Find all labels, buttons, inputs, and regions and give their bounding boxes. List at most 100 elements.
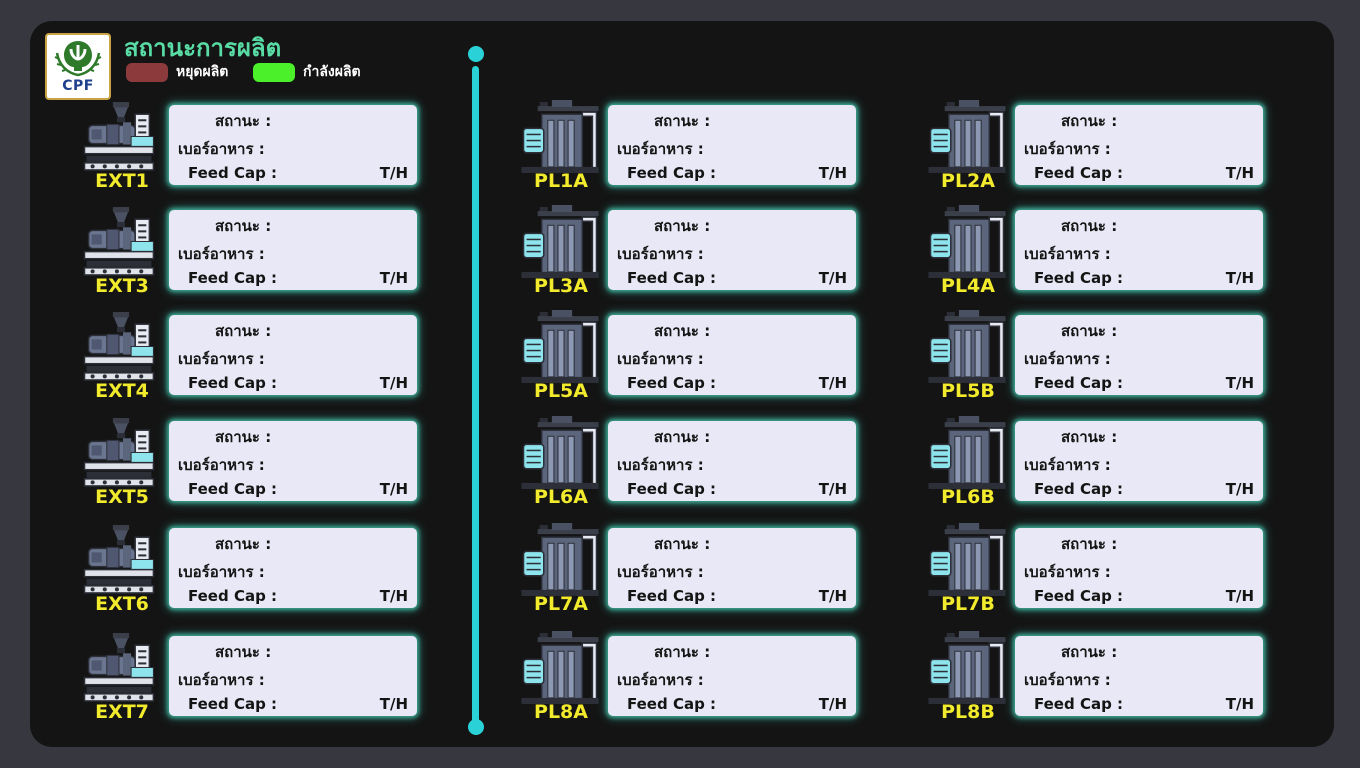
machine-pl1a[interactable]: PL1A สถานะ : เบอร์อาหาร : Feed Cap : T/H xyxy=(521,100,856,200)
pellet-mill-icon xyxy=(521,205,600,279)
feed-cap-unit: T/H xyxy=(1225,480,1254,498)
extruder-icon xyxy=(83,311,155,381)
status-label: สถานะ : xyxy=(654,217,711,235)
machine-status-card[interactable]: สถานะ : เบอร์อาหาร : Feed Cap : T/H xyxy=(608,210,856,290)
machine-ext3[interactable]: EXT3 สถานะ : เบอร์อาหาร : Feed Cap : T/H xyxy=(82,205,417,305)
machine-status-card[interactable]: สถานะ : เบอร์อาหาร : Feed Cap : T/H xyxy=(169,636,417,716)
status-label: สถานะ : xyxy=(1061,535,1118,553)
legend-stopped-label: หยุดผลิต xyxy=(176,64,229,80)
extruder-icon xyxy=(83,206,155,276)
machine-status-card[interactable]: สถานะ : เบอร์อาหาร : Feed Cap : T/H xyxy=(169,528,417,608)
feed-number-label: เบอร์อาหาร : xyxy=(617,671,704,689)
feed-number-label: เบอร์อาหาร : xyxy=(1024,245,1111,263)
logo-text: CPF xyxy=(62,78,94,94)
machine-status-card[interactable]: สถานะ : เบอร์อาหาร : Feed Cap : T/H xyxy=(169,210,417,290)
feed-number-label: เบอร์อาหาร : xyxy=(178,456,265,474)
pellet-mill-icon xyxy=(521,416,600,490)
feed-cap-unit: T/H xyxy=(818,480,847,498)
machine-pl8a[interactable]: PL8A สถานะ : เบอร์อาหาร : Feed Cap : T/H xyxy=(521,631,856,731)
machine-name: PL1A xyxy=(534,170,588,192)
machine-pl3a[interactable]: PL3A สถานะ : เบอร์อาหาร : Feed Cap : T/H xyxy=(521,205,856,305)
pellet-mill-icon xyxy=(521,310,600,384)
machine-status-card[interactable]: สถานะ : เบอร์อาหาร : Feed Cap : T/H xyxy=(169,105,417,185)
machine-ext1[interactable]: EXT1 สถานะ : เบอร์อาหาร : Feed Cap : T/H xyxy=(82,100,417,200)
machine-pl5b[interactable]: PL5B สถานะ : เบอร์อาหาร : Feed Cap : T/H xyxy=(928,310,1263,410)
machine-status-card[interactable]: สถานะ : เบอร์อาหาร : Feed Cap : T/H xyxy=(1015,636,1263,716)
extruder-icon xyxy=(83,524,155,594)
machine-name: PL5A xyxy=(534,380,588,402)
machine-ext4[interactable]: EXT4 สถานะ : เบอร์อาหาร : Feed Cap : T/H xyxy=(82,310,417,410)
feed-number-label: เบอร์อาหาร : xyxy=(178,563,265,581)
feed-number-label: เบอร์อาหาร : xyxy=(1024,671,1111,689)
machine-status-card[interactable]: สถานะ : เบอร์อาหาร : Feed Cap : T/H xyxy=(1015,315,1263,395)
machine-status-card[interactable]: สถานะ : เบอร์อาหาร : Feed Cap : T/H xyxy=(608,105,856,185)
machine-status-card[interactable]: สถานะ : เบอร์อาหาร : Feed Cap : T/H xyxy=(608,636,856,716)
machine-pl7b[interactable]: PL7B สถานะ : เบอร์อาหาร : Feed Cap : T/H xyxy=(928,523,1263,623)
machine-pl6b[interactable]: PL6B สถานะ : เบอร์อาหาร : Feed Cap : T/H xyxy=(928,416,1263,516)
machine-name: PL7B xyxy=(941,593,995,615)
machine-ext5[interactable]: EXT5 สถานะ : เบอร์อาหาร : Feed Cap : T/H xyxy=(82,416,417,516)
feed-number-label: เบอร์อาหาร : xyxy=(1024,140,1111,158)
divider-top-dot xyxy=(468,46,484,62)
machine-status-card[interactable]: สถานะ : เบอร์อาหาร : Feed Cap : T/H xyxy=(608,528,856,608)
machine-name: PL7A xyxy=(534,593,588,615)
legend-running-label: กำลังผลิต xyxy=(303,64,361,80)
machine-name: EXT3 xyxy=(95,275,149,297)
machine-name: EXT6 xyxy=(95,593,149,615)
machine-pl8b[interactable]: PL8B สถานะ : เบอร์อาหาร : Feed Cap : T/H xyxy=(928,631,1263,731)
machine-pl4a[interactable]: PL4A สถานะ : เบอร์อาหาร : Feed Cap : T/H xyxy=(928,205,1263,305)
feed-cap-label: Feed Cap : xyxy=(1034,164,1124,182)
status-label: สถานะ : xyxy=(1061,322,1118,340)
machine-name: PL8A xyxy=(534,701,588,723)
machine-ext6[interactable]: EXT6 สถานะ : เบอร์อาหาร : Feed Cap : T/H xyxy=(82,523,417,623)
extruder-icon xyxy=(83,417,155,487)
pellet-mill-icon xyxy=(928,100,1007,174)
machine-name: PL3A xyxy=(534,275,588,297)
feed-cap-label: Feed Cap : xyxy=(627,164,717,182)
machine-status-card[interactable]: สถานะ : เบอร์อาหาร : Feed Cap : T/H xyxy=(1015,105,1263,185)
machine-pl5a[interactable]: PL5A สถานะ : เบอร์อาหาร : Feed Cap : T/H xyxy=(521,310,856,410)
feed-cap-unit: T/H xyxy=(379,480,408,498)
machine-name: PL8B xyxy=(941,701,995,723)
feed-number-label: เบอร์อาหาร : xyxy=(178,671,265,689)
status-label: สถานะ : xyxy=(1061,428,1118,446)
machine-status-card[interactable]: สถานะ : เบอร์อาหาร : Feed Cap : T/H xyxy=(1015,421,1263,501)
legend-stopped-swatch xyxy=(126,62,168,82)
pellet-mill-icon xyxy=(521,631,600,705)
machine-status-card[interactable]: สถานะ : เบอร์อาหาร : Feed Cap : T/H xyxy=(1015,528,1263,608)
machine-status-card[interactable]: สถานะ : เบอร์อาหาร : Feed Cap : T/H xyxy=(169,421,417,501)
machine-status-card[interactable]: สถานะ : เบอร์อาหาร : Feed Cap : T/H xyxy=(608,421,856,501)
pellet-mill-icon xyxy=(521,523,600,597)
legend-stopped: หยุดผลิต xyxy=(126,62,228,82)
feed-cap-label: Feed Cap : xyxy=(188,480,278,498)
status-label: สถานะ : xyxy=(1061,217,1118,235)
feed-cap-label: Feed Cap : xyxy=(627,480,717,498)
feed-cap-unit: T/H xyxy=(1225,269,1254,287)
machine-pl7a[interactable]: PL7A สถานะ : เบอร์อาหาร : Feed Cap : T/H xyxy=(521,523,856,623)
status-label: สถานะ : xyxy=(654,428,711,446)
feed-cap-unit: T/H xyxy=(379,695,408,713)
feed-cap-label: Feed Cap : xyxy=(1034,269,1124,287)
machine-pl6a[interactable]: PL6A สถานะ : เบอร์อาหาร : Feed Cap : T/H xyxy=(521,416,856,516)
feed-cap-unit: T/H xyxy=(818,695,847,713)
page-title: สถานะการผลิต xyxy=(124,34,282,62)
section-divider xyxy=(472,66,479,728)
feed-number-label: เบอร์อาหาร : xyxy=(1024,456,1111,474)
machine-ext7[interactable]: EXT7 สถานะ : เบอร์อาหาร : Feed Cap : T/H xyxy=(82,631,417,731)
feed-cap-label: Feed Cap : xyxy=(1034,695,1124,713)
feed-cap-unit: T/H xyxy=(379,587,408,605)
machine-status-card[interactable]: สถานะ : เบอร์อาหาร : Feed Cap : T/H xyxy=(608,315,856,395)
machine-pl2a[interactable]: PL2A สถานะ : เบอร์อาหาร : Feed Cap : T/H xyxy=(928,100,1263,200)
feed-cap-unit: T/H xyxy=(818,374,847,392)
feed-cap-unit: T/H xyxy=(1225,695,1254,713)
machine-status-card[interactable]: สถานะ : เบอร์อาหาร : Feed Cap : T/H xyxy=(169,315,417,395)
feed-number-label: เบอร์อาหาร : xyxy=(617,456,704,474)
feed-number-label: เบอร์อาหาร : xyxy=(178,245,265,263)
feed-cap-label: Feed Cap : xyxy=(188,695,278,713)
machine-status-card[interactable]: สถานะ : เบอร์อาหาร : Feed Cap : T/H xyxy=(1015,210,1263,290)
status-label: สถานะ : xyxy=(654,535,711,553)
feed-cap-label: Feed Cap : xyxy=(1034,374,1124,392)
feed-cap-unit: T/H xyxy=(818,164,847,182)
status-label: สถานะ : xyxy=(215,217,272,235)
extruder-icon xyxy=(83,101,155,171)
